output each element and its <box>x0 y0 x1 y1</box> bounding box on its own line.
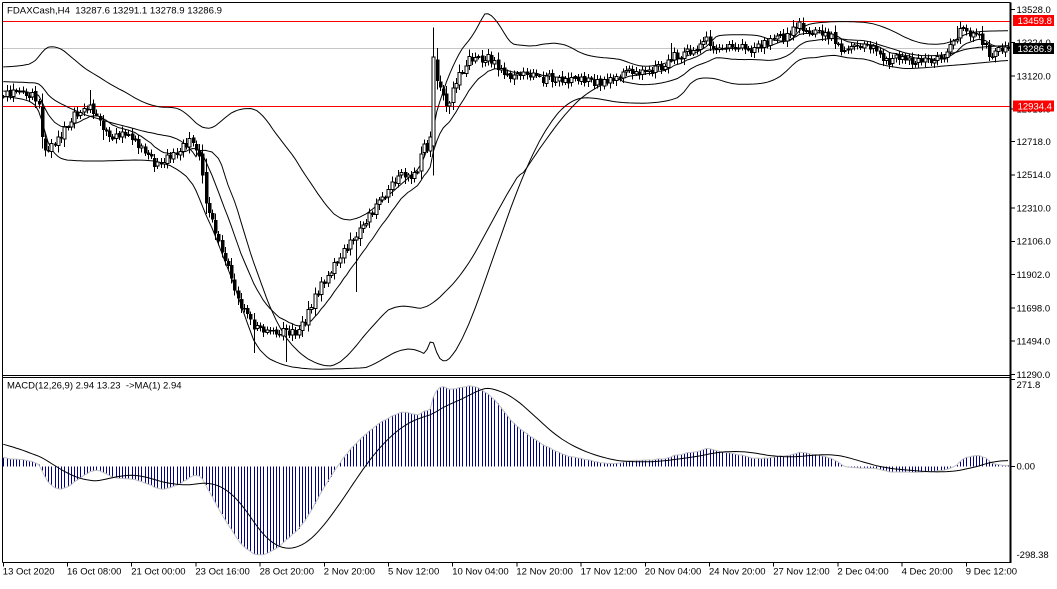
svg-text:16 Oct 08:00: 16 Oct 08:00 <box>67 567 121 578</box>
svg-text:11698.0: 11698.0 <box>1017 303 1051 314</box>
svg-text:21 Oct 00:00: 21 Oct 00:00 <box>131 567 185 578</box>
svg-text:9 Dec 12:00: 9 Dec 12:00 <box>966 567 1017 578</box>
svg-text:13120.0: 13120.0 <box>1017 71 1051 82</box>
svg-text:17 Nov 12:00: 17 Nov 12:00 <box>581 567 638 578</box>
svg-text:23 Oct 16:00: 23 Oct 16:00 <box>195 567 249 578</box>
svg-text:28 Oct 20:00: 28 Oct 20:00 <box>260 567 314 578</box>
svg-text:12 Nov 20:00: 12 Nov 20:00 <box>516 567 573 578</box>
svg-text:MACD(12,26,9) 2.94 13.23 ->MA: MACD(12,26,9) 2.94 13.23 ->MA(1) 2.94 <box>7 380 182 391</box>
svg-text:12310.0: 12310.0 <box>1017 203 1051 214</box>
svg-text:12718.0: 12718.0 <box>1017 137 1051 148</box>
svg-text:271.8: 271.8 <box>1017 380 1041 391</box>
svg-text:12934.4: 12934.4 <box>1018 101 1052 112</box>
svg-text:24 Nov 20:00: 24 Nov 20:00 <box>709 567 766 578</box>
svg-text:11494.0: 11494.0 <box>1017 337 1051 348</box>
svg-text:FDAXCash,H4 13287.6 13291.1 1: FDAXCash,H4 13287.6 13291.1 13278.9 1328… <box>7 5 222 16</box>
svg-text:5 Nov 12:00: 5 Nov 12:00 <box>388 567 439 578</box>
svg-text:13528.0: 13528.0 <box>1017 5 1051 16</box>
svg-text:4 Dec 20:00: 4 Dec 20:00 <box>902 567 953 578</box>
svg-text:20 Nov 04:00: 20 Nov 04:00 <box>645 567 702 578</box>
svg-text:11902.0: 11902.0 <box>1017 270 1051 281</box>
svg-text:-298.38: -298.38 <box>1017 550 1049 561</box>
svg-text:13459.8: 13459.8 <box>1018 16 1052 27</box>
svg-text:2 Dec 04:00: 2 Dec 04:00 <box>837 567 888 578</box>
svg-text:11290.0: 11290.0 <box>1017 370 1051 381</box>
svg-text:10 Nov 04:00: 10 Nov 04:00 <box>452 567 509 578</box>
svg-text:13 Oct 2020: 13 Oct 2020 <box>3 567 55 578</box>
svg-text:2 Nov 20:00: 2 Nov 20:00 <box>324 567 375 578</box>
svg-text:13286.9: 13286.9 <box>1018 44 1052 55</box>
svg-text:12514.0: 12514.0 <box>1017 170 1051 181</box>
svg-text:27 Nov 12:00: 27 Nov 12:00 <box>773 567 830 578</box>
svg-text:12106.0: 12106.0 <box>1017 237 1051 248</box>
svg-text:0.00: 0.00 <box>1017 462 1036 473</box>
